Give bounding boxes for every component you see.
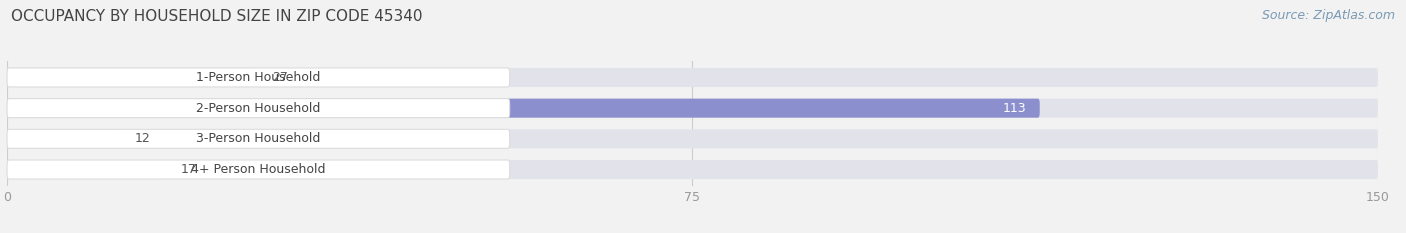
FancyBboxPatch shape (7, 99, 1039, 118)
Text: OCCUPANCY BY HOUSEHOLD SIZE IN ZIP CODE 45340: OCCUPANCY BY HOUSEHOLD SIZE IN ZIP CODE … (11, 9, 423, 24)
FancyBboxPatch shape (7, 160, 1378, 179)
FancyBboxPatch shape (7, 68, 1378, 87)
FancyBboxPatch shape (7, 160, 509, 179)
FancyBboxPatch shape (7, 160, 163, 179)
Text: 1-Person Household: 1-Person Household (197, 71, 321, 84)
FancyBboxPatch shape (7, 68, 253, 87)
FancyBboxPatch shape (7, 99, 1378, 118)
Text: 12: 12 (135, 132, 150, 145)
Text: 4+ Person Household: 4+ Person Household (191, 163, 326, 176)
Text: 17: 17 (180, 163, 197, 176)
FancyBboxPatch shape (7, 129, 509, 148)
Text: 3-Person Household: 3-Person Household (197, 132, 321, 145)
Text: 113: 113 (1002, 102, 1026, 115)
Text: 2-Person Household: 2-Person Household (197, 102, 321, 115)
FancyBboxPatch shape (7, 68, 509, 87)
FancyBboxPatch shape (7, 129, 1378, 148)
Text: Source: ZipAtlas.com: Source: ZipAtlas.com (1261, 9, 1395, 22)
FancyBboxPatch shape (7, 99, 509, 118)
FancyBboxPatch shape (7, 129, 117, 148)
Text: 27: 27 (273, 71, 288, 84)
